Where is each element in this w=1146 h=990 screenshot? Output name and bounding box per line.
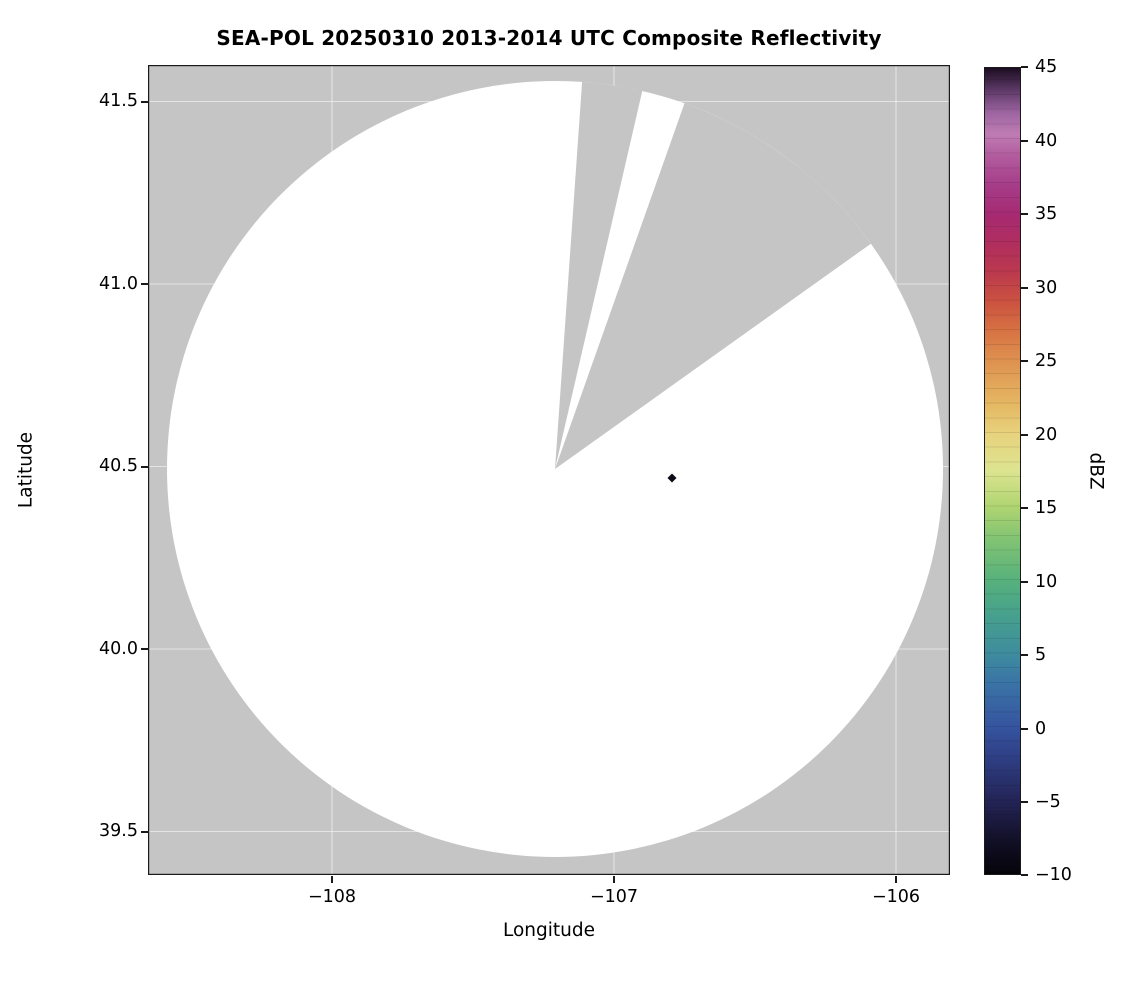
- y-tick-label: 41.5: [99, 91, 138, 111]
- x-tick-label: −106: [871, 887, 921, 907]
- plot-frame: [148, 65, 950, 875]
- y-tick-mark: [141, 283, 148, 285]
- y-tick-label: 40.5: [99, 456, 138, 476]
- y-tick-mark: [141, 100, 148, 103]
- y-tick-label: 39.5: [99, 821, 138, 841]
- colorbar-tick-mark: [1021, 580, 1028, 583]
- colorbar-tick-mark: [1021, 654, 1028, 656]
- colorbar: [984, 67, 1021, 875]
- colorbar-tick-mark: [1021, 66, 1028, 68]
- colorbar-tick-label: −10: [1035, 865, 1072, 885]
- colorbar-tick-mark: [1021, 286, 1028, 289]
- colorbar-tick-mark: [1021, 213, 1028, 215]
- colorbar-tick-label: 30: [1035, 277, 1058, 298]
- colorbar-tick-label: 0: [1035, 718, 1047, 739]
- x-axis-label: Longitude: [502, 920, 595, 941]
- colorbar-tick-label: 45: [1035, 57, 1058, 77]
- y-tick-mark: [141, 648, 148, 650]
- colorbar-tick-label: 10: [1035, 571, 1058, 592]
- x-tick-mark: [331, 876, 333, 883]
- colorbar-tick-mark: [1021, 360, 1028, 362]
- colorbar-tick-label: 25: [1035, 351, 1058, 371]
- radar-plot-svg: [148, 65, 950, 875]
- colorbar-tick-mark: [1021, 433, 1028, 436]
- colorbar-tick-label: 5: [1035, 645, 1047, 665]
- echo-marker: [667, 473, 677, 483]
- colorbar-tick-label: 40: [1035, 130, 1058, 151]
- x-tick-label: −108: [307, 887, 357, 907]
- colorbar-label: dBZ: [1085, 452, 1107, 490]
- y-axis-label: Latitude: [15, 431, 37, 509]
- colorbar-tick-label: 15: [1035, 498, 1058, 518]
- y-tick-mark: [141, 830, 148, 833]
- colorbar-tick-label: 20: [1035, 424, 1058, 445]
- y-tick-mark: [141, 465, 148, 468]
- y-tick-label: 40.0: [99, 639, 138, 659]
- colorbar-tick-label: −5: [1035, 792, 1061, 812]
- plot-area: [148, 65, 950, 875]
- missing-sector-wedge-narrow: [555, 81, 643, 470]
- colorbar-tick-mark: [1021, 139, 1028, 142]
- colorbar-tick-mark: [1021, 801, 1028, 803]
- colorbar-tick-mark: [1021, 874, 1028, 876]
- x-tick-label: −107: [589, 887, 639, 907]
- colorbar-tick-mark: [1021, 507, 1028, 509]
- colorbar-tick-label: 35: [1035, 204, 1058, 224]
- x-tick-mark: [895, 876, 897, 883]
- x-tick-mark: [613, 876, 615, 883]
- missing-sector-wedge-wide: [555, 103, 871, 470]
- colorbar-tick-mark: [1021, 727, 1028, 730]
- y-tick-label: 41.0: [99, 274, 138, 294]
- chart-title: SEA-POL 20250310 2013-2014 UTC Composite…: [216, 26, 882, 50]
